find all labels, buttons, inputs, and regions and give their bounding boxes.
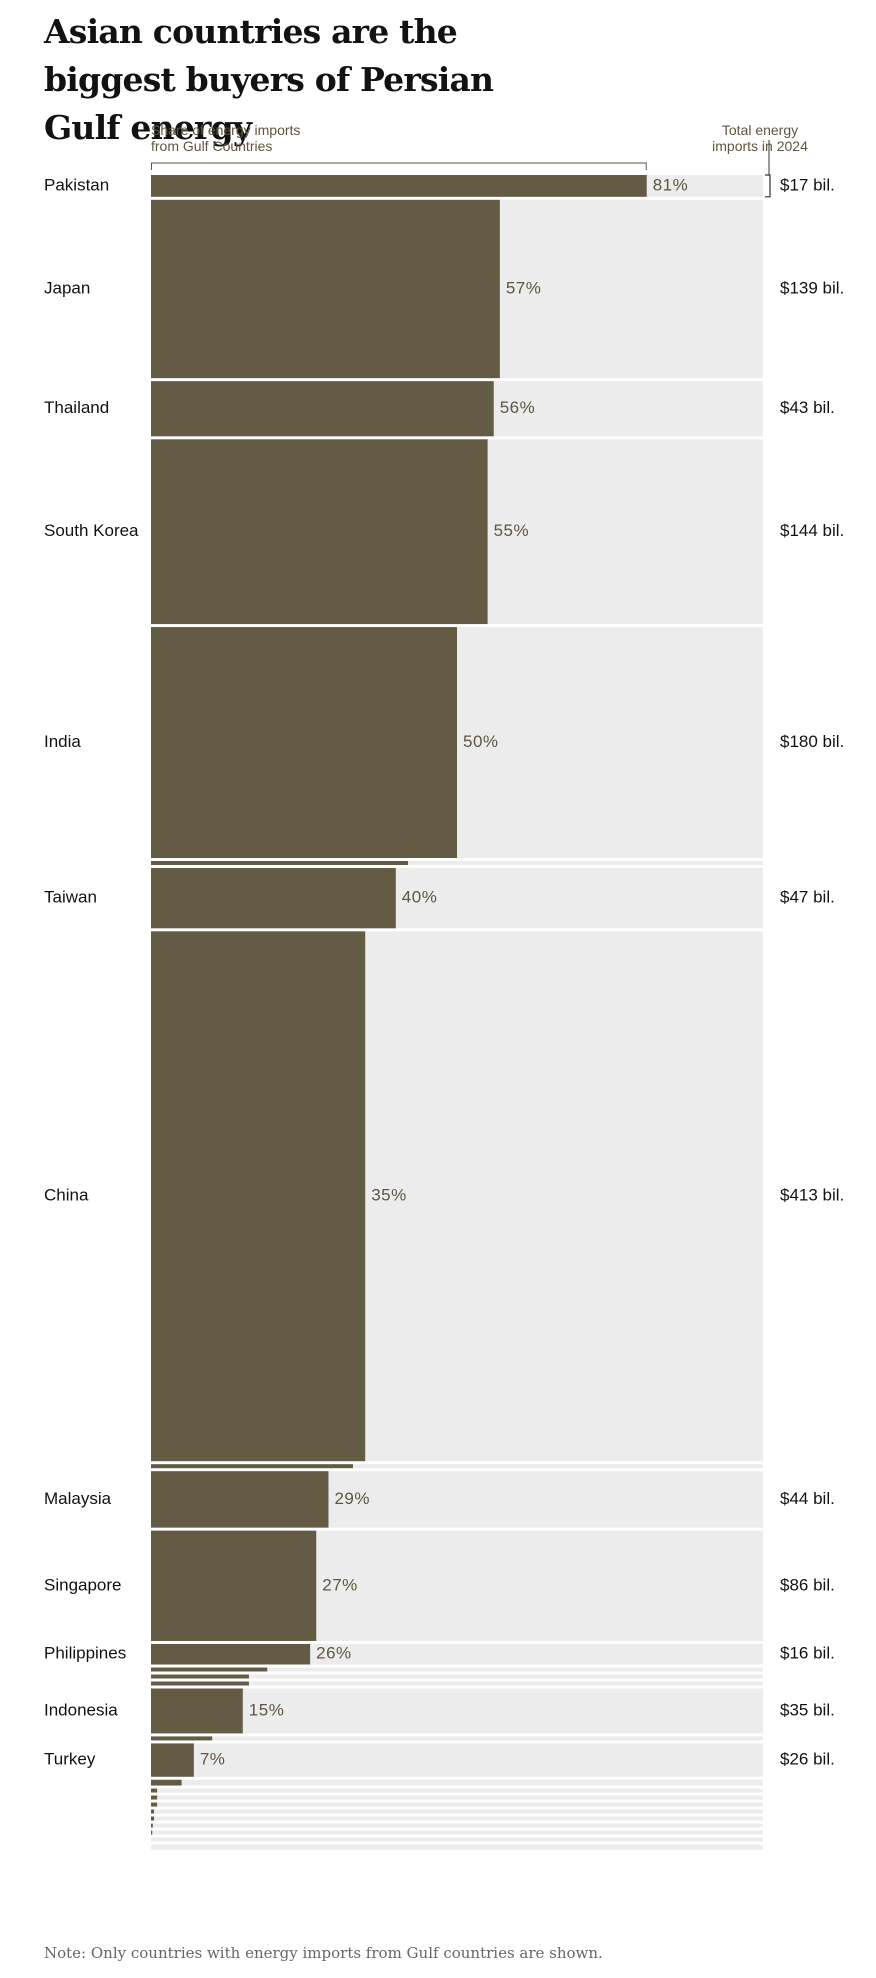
share-bar xyxy=(151,1667,268,1672)
row-background xyxy=(151,1674,763,1679)
row-background xyxy=(151,1788,763,1793)
row-background xyxy=(151,1681,763,1686)
share-bar xyxy=(151,868,396,929)
country-label: China xyxy=(44,1186,89,1205)
share-value-label: 50% xyxy=(463,732,499,751)
share-value-label: 55% xyxy=(494,521,530,540)
country-label: Indonesia xyxy=(44,1700,118,1719)
share-bar xyxy=(151,931,366,1462)
country-label: South Korea xyxy=(44,521,139,540)
share-bar xyxy=(151,1816,155,1821)
share-bar xyxy=(151,439,488,625)
share-bar xyxy=(151,1795,158,1800)
share-value-label: 81% xyxy=(653,175,689,194)
share-value-label: 29% xyxy=(334,1489,370,1508)
country-label: Turkey xyxy=(44,1750,96,1769)
share-bar xyxy=(151,1688,243,1734)
share-bar xyxy=(151,1464,353,1469)
total-value-label: $17 bil. xyxy=(780,175,835,194)
country-label: Pakistan xyxy=(44,175,109,194)
share-value-label: 7% xyxy=(200,1750,226,1769)
total-value-label: $26 bil. xyxy=(780,1750,835,1769)
row-background xyxy=(151,1837,763,1842)
total-value-label: $139 bil. xyxy=(780,278,844,297)
share-bar xyxy=(151,1830,153,1835)
row-background xyxy=(151,1802,763,1807)
share-bar xyxy=(151,1809,155,1814)
row-background xyxy=(151,1844,763,1850)
chart-title: Asian countries are the biggest buyers o… xyxy=(44,12,494,147)
total-value-label: $144 bil. xyxy=(780,521,844,540)
row-background xyxy=(151,1779,763,1786)
share-bar xyxy=(151,1736,213,1741)
chart-note: Note: Only countries with energy imports… xyxy=(44,1944,603,1962)
share-bar xyxy=(151,1471,329,1528)
total-value-label: $35 bil. xyxy=(780,1700,835,1719)
share-bracket xyxy=(151,162,647,170)
row-background xyxy=(151,861,763,866)
share-value-label: 40% xyxy=(402,888,438,907)
row-background xyxy=(151,1823,763,1828)
row-background xyxy=(151,1795,763,1800)
share-bar xyxy=(151,1743,194,1777)
total-value-label: $413 bil. xyxy=(780,1186,844,1205)
total-value-label: $180 bil. xyxy=(780,732,844,751)
country-label: Singapore xyxy=(44,1575,122,1594)
share-bar xyxy=(151,1674,249,1679)
total-axis-label: Total energy imports in 2024 xyxy=(712,122,808,154)
share-bar xyxy=(151,1681,249,1686)
country-label: India xyxy=(44,732,81,751)
share-bar xyxy=(151,381,494,437)
country-label: Taiwan xyxy=(44,888,97,907)
total-value-label: $16 bil. xyxy=(780,1644,835,1663)
row-background xyxy=(151,1688,763,1734)
share-value-label: 57% xyxy=(506,278,542,297)
country-label: Japan xyxy=(44,278,90,297)
row-background xyxy=(151,1809,763,1814)
row-background xyxy=(151,1464,763,1469)
share-bar xyxy=(151,1823,153,1828)
row-background xyxy=(151,1830,763,1835)
share-value-label: 35% xyxy=(371,1186,407,1205)
total-value-label: $47 bil. xyxy=(780,888,835,907)
country-label: Philippines xyxy=(44,1644,126,1663)
total-value-label: $86 bil. xyxy=(780,1575,835,1594)
row-background xyxy=(151,1667,763,1672)
share-bar xyxy=(151,199,500,379)
share-value-label: 15% xyxy=(249,1700,285,1719)
share-bar xyxy=(151,175,647,197)
row-background xyxy=(151,1736,763,1741)
share-bar xyxy=(151,627,457,859)
total-bracket xyxy=(765,174,771,198)
share-bar xyxy=(151,1530,317,1641)
share-bar xyxy=(151,1779,182,1786)
share-bar xyxy=(151,861,409,866)
share-value-label: 56% xyxy=(500,398,536,417)
country-label: Thailand xyxy=(44,398,109,417)
share-value-label: 26% xyxy=(316,1644,352,1663)
row-background xyxy=(151,1816,763,1821)
share-bar xyxy=(151,1643,311,1665)
row-background xyxy=(151,1743,763,1777)
total-value-label: $43 bil. xyxy=(780,398,835,417)
country-label: Malaysia xyxy=(44,1489,112,1508)
total-value-label: $44 bil. xyxy=(780,1489,835,1508)
share-bar xyxy=(151,1788,158,1793)
share-bar xyxy=(151,1802,158,1807)
share-value-label: 27% xyxy=(322,1575,358,1594)
share-axis-label: Share of energy imports from Gulf Countr… xyxy=(151,122,301,154)
